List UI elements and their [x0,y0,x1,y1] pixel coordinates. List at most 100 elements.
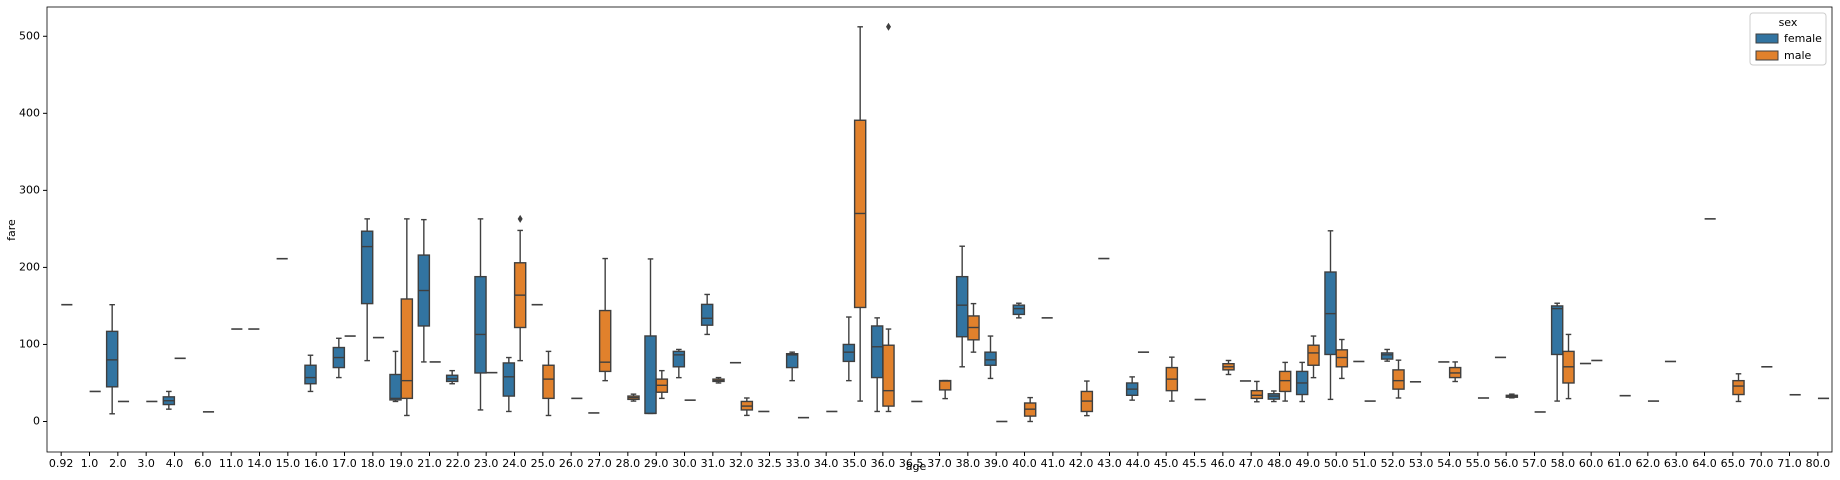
box-group [513,214,527,362]
x-tick-label: 29.0 [644,457,669,470]
x-tick-label: 35.0 [842,457,867,470]
box-group [655,369,669,400]
y-tick-label: 0 [33,414,40,427]
box [1278,370,1292,393]
box-group [542,350,555,417]
box-group [785,351,799,382]
box [882,344,895,407]
box [955,275,969,338]
box-group [1012,302,1026,319]
legend-label: female [1784,32,1822,45]
box-group [1267,390,1281,403]
box-group [1335,338,1349,380]
legend-swatch [1755,33,1779,44]
box-group [360,218,374,362]
x-tick-label: 80.0 [1806,457,1831,470]
x-tick-label: 16.0 [304,457,329,470]
x-tick-label: 18.0 [361,457,386,470]
box [1732,379,1745,396]
box-group [627,393,640,402]
x-tick-label: 55.0 [1466,457,1491,470]
box-group [1550,302,1564,402]
x-tick-label: 71.0 [1777,457,1802,470]
x-tick-label: 65.0 [1721,457,1746,470]
box-group [105,303,119,415]
y-tick-label: 400 [19,106,40,119]
x-tick-label: 21.0 [417,457,442,470]
x-tick-label: 61.0 [1607,457,1632,470]
x-tick-label: 63.0 [1664,457,1689,470]
box-group [1165,356,1179,402]
box [542,364,555,400]
box-group [672,348,686,379]
y-tick-label: 100 [19,337,40,350]
box [644,335,657,415]
x-tick-label: 36.5 [899,457,924,470]
box [1380,352,1394,360]
box-group [984,335,997,380]
x-tick-label: 58.0 [1551,457,1576,470]
box [502,362,516,397]
box [870,325,884,379]
box [474,275,487,374]
legend-label: male [1784,49,1812,62]
x-tick-label: 3.0 [137,457,155,470]
box-group [740,397,754,417]
box-group [644,258,657,415]
x-tick-label: 11.0 [219,457,244,470]
box [360,230,374,305]
x-tick-label: 46.0 [1211,457,1236,470]
x-tick-label: 1.0 [81,457,99,470]
box-group [1080,380,1094,417]
x-tick-label: 15.0 [276,457,301,470]
x-tick-label: 24.0 [502,457,527,470]
box-group [1380,348,1394,362]
legend-title: sex [1779,16,1798,29]
x-tick-label: 41.0 [1041,457,1066,470]
box-group [1505,393,1519,399]
box [700,303,714,326]
x-tick-label: 45.5 [1182,457,1207,470]
box-group [332,337,346,379]
x-tick-label: 43.0 [1097,457,1122,470]
x-tick-label: 47.0 [1239,457,1264,470]
x-tick-label: 22.0 [446,457,471,470]
box [304,364,317,385]
box-group [400,218,414,417]
box [1550,305,1564,356]
x-tick-label: 34.0 [814,457,839,470]
x-tick-label: 19.0 [389,457,414,470]
box [938,379,952,391]
box [984,351,997,366]
x-tick-label: 38.0 [956,457,981,470]
box [672,350,686,368]
flier [886,22,891,31]
box [1335,349,1349,368]
box-group [1222,359,1235,376]
box-group [502,356,516,413]
box-group [882,22,895,413]
x-tick-label: 39.0 [984,457,1009,470]
flier [517,214,523,223]
box [105,330,119,388]
x-tick-label: 17.0 [332,457,357,470]
x-tick-label: 62.0 [1636,457,1661,470]
box [1307,344,1320,366]
box-group [445,369,459,385]
x-tick-label: 30.0 [672,457,697,470]
x-tick-label: 51.0 [1352,457,1377,470]
x-tick-label: 44.0 [1126,457,1151,470]
box-group [870,317,884,413]
x-tick-label: 56.0 [1494,457,1519,470]
box-group [474,218,487,411]
box-group [853,26,867,402]
box-group [700,293,714,336]
x-tick-label: 31.0 [701,457,726,470]
x-tick-label: 49.0 [1296,457,1321,470]
x-tick-label: 2.0 [109,457,127,470]
x-tick-label: 70.0 [1749,457,1774,470]
x-tick-label: 37.0 [927,457,952,470]
x-tick-label: 42.0 [1069,457,1094,470]
x-tick-label: 57.0 [1522,457,1547,470]
